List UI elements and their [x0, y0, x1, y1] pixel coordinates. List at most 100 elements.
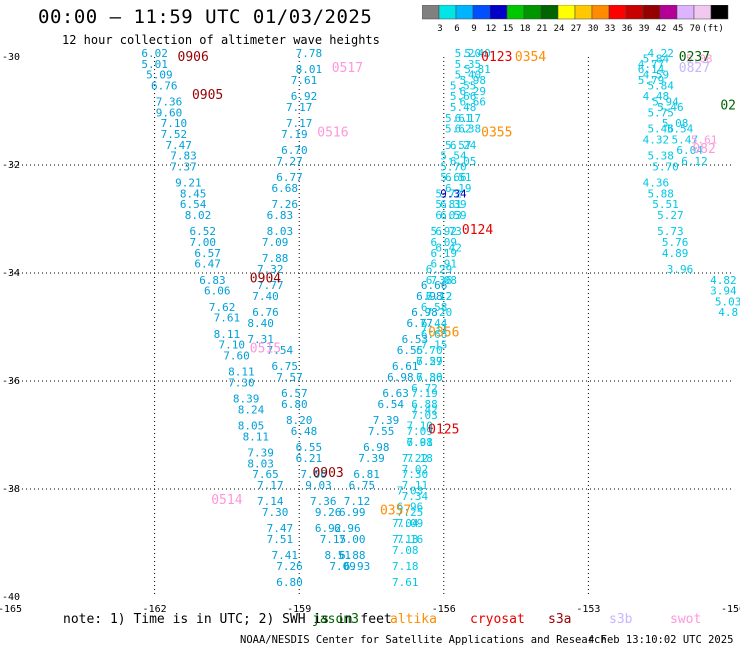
wave-height-value: 7.36: [416, 371, 443, 384]
wave-height-value: 6.93: [344, 560, 371, 573]
wave-height-value: 7.09: [329, 560, 356, 573]
wave-height-value: 5.72: [435, 187, 462, 200]
wave-height-value: 5.40: [455, 69, 482, 82]
wave-height-value: 7.47: [165, 139, 192, 152]
wave-height-value: 7.36: [156, 96, 183, 109]
wave-height-value: 6.51: [445, 171, 472, 184]
pass-label: 0904: [250, 271, 281, 286]
wave-height-value: 7.22: [402, 452, 429, 465]
wave-height-value: 5.88: [647, 187, 674, 200]
wave-height-value: 6.98: [416, 290, 443, 303]
wave-height-value: 7.30: [402, 468, 429, 481]
wave-height-value: 7.52: [161, 128, 188, 141]
wave-height-value: 6.57: [281, 387, 308, 400]
colorbar-tick-label: 39: [639, 24, 650, 34]
wave-height-value: 4.32: [643, 133, 670, 146]
wave-height-value: 5.70: [652, 160, 679, 173]
wave-height-value: 7.54: [267, 344, 294, 357]
pass-label: 0905: [192, 88, 223, 103]
wave-height-value: 5.09: [146, 69, 173, 82]
satellite-legend-cryosat: cryosat: [470, 612, 525, 627]
y-tick-label: -38: [2, 484, 20, 495]
wave-height-value: 5.46: [657, 101, 684, 114]
wave-height-value: 6.12: [426, 290, 453, 303]
wave-height-value: 9.60: [156, 106, 183, 119]
wave-height-value: 7.26: [271, 198, 298, 211]
wave-height-value: 8.24: [238, 403, 265, 416]
wave-height-value: 5.51: [652, 198, 679, 211]
wave-height-value: 6.98: [363, 441, 390, 454]
wave-height-value: 8.11: [228, 366, 255, 379]
wave-height-value: 7.06: [300, 468, 327, 481]
wave-height-value: 6.42: [435, 241, 462, 254]
wave-height-value: 6.12: [681, 155, 708, 168]
wave-height-value: 5.54: [440, 150, 467, 163]
wave-height-value: 6.88: [339, 549, 366, 562]
colorbar-tick-label: 30: [588, 24, 599, 34]
wave-height-value: 6.19: [445, 182, 472, 195]
wave-height-value: 7.61: [291, 74, 318, 87]
wave-height-value: 7.12: [344, 495, 371, 508]
wave-height-value: 3.96: [667, 263, 694, 276]
wave-height-value: 7.39: [358, 452, 385, 465]
wave-height-value: 8.39: [233, 393, 260, 406]
wave-height-value: 6.24: [450, 139, 477, 152]
satellite-legend-s3a: s3a: [548, 612, 572, 627]
colorbar-tick-label: 3: [437, 24, 442, 34]
wave-height-value: 7.83: [170, 150, 197, 163]
pass-label: 0356: [428, 325, 459, 340]
pass-label: 0515: [250, 342, 281, 357]
wave-height-value: 7.32: [257, 263, 284, 276]
wave-height-value: 3.94: [710, 285, 737, 298]
wave-height-value: 6.03: [435, 209, 462, 222]
pass-label: 0516: [317, 126, 348, 141]
wave-height-value: 5.73: [657, 225, 684, 238]
pass-label: 0237: [679, 50, 710, 65]
wave-height-value: 7.61: [392, 576, 419, 589]
wave-height-value: 6.54: [180, 198, 207, 211]
wave-height-value: 6.83: [267, 209, 294, 222]
wave-height-value: 6.09: [431, 236, 458, 249]
pass-label: 0355: [481, 126, 512, 141]
wave-height-value: 6.05: [450, 155, 477, 168]
wave-height-value: 5.57: [445, 139, 472, 152]
wave-height-value: 6.70: [281, 144, 308, 157]
wave-height-value: 7.55: [368, 425, 395, 438]
wave-height-value: 7.88: [262, 252, 289, 265]
satellite-legend-swot: swot: [670, 612, 702, 627]
wave-height-value: 6.29: [459, 85, 486, 98]
wave-height-value: 6.02: [141, 47, 168, 60]
wave-height-value: 7.27: [276, 155, 303, 168]
wave-height-value: 5.81: [464, 63, 491, 76]
wave-height-value: 6.76: [151, 79, 178, 92]
wave-height-value: 5.62: [445, 123, 472, 136]
wave-height-value: 5.76: [662, 236, 689, 249]
wave-height-value: 5.66: [440, 171, 467, 184]
wave-height-value: 6.73: [435, 225, 462, 238]
wave-height-value: 6.17: [455, 112, 482, 125]
wave-height-value: 6.98: [411, 306, 438, 319]
wave-height-value: 4.22: [647, 47, 674, 60]
wave-height-value: 7.08: [431, 274, 458, 287]
y-tick-label: -30: [2, 52, 20, 63]
note-text: note: 1) Time is in UTC; 2) SWH is in fe…: [63, 612, 392, 627]
wave-height-value: 7.17: [257, 479, 284, 492]
wave-height-value: 9.03: [305, 479, 332, 492]
wave-height-value: 6.80: [416, 371, 443, 384]
pass-label: 0354: [515, 50, 546, 65]
wave-height-value: 6.77: [406, 317, 433, 330]
wave-height-value: 6.54: [378, 398, 405, 411]
wave-height-value: 7.27: [416, 355, 443, 368]
wave-height-value: 7.57: [276, 371, 303, 384]
wave-height-value: 7.36: [310, 495, 337, 508]
wave-height-value: 6.14: [638, 63, 665, 76]
wave-height-value: 6.19: [431, 247, 458, 260]
wave-height-value: 8.45: [180, 187, 207, 200]
wave-height-value: 6.80: [276, 576, 303, 589]
wave-height-value: 7.08: [406, 436, 433, 449]
wave-height-value: 5.70: [440, 160, 467, 173]
wave-height-value: 6.70: [416, 344, 443, 357]
wave-height-value: 6.39: [440, 198, 467, 211]
wave-height-value: 6.44: [421, 317, 448, 330]
x-tick-label: -165: [0, 604, 22, 615]
